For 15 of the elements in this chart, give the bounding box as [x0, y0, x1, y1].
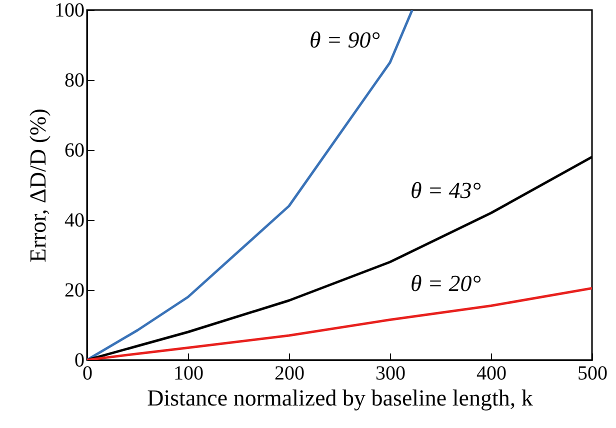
x-tick-label: 200: [274, 362, 304, 384]
y-tick-label: 60: [64, 140, 84, 162]
series-label: θ = 90°: [309, 28, 380, 52]
y-tick-label: 80: [64, 70, 84, 92]
x-axis-title: Distance normalized by baseline length, k: [147, 386, 534, 410]
y-tick-label: 100: [54, 0, 84, 22]
series-label: θ = 20°: [410, 270, 481, 296]
x-tick-label: 300: [376, 362, 406, 384]
x-tick-label: 500: [578, 362, 608, 384]
y-axis-title: Error, ΔD/D (%): [26, 108, 50, 262]
y-tick-label: 20: [64, 280, 84, 302]
x-tick-label: 100: [174, 362, 204, 384]
y-tick-label: 40: [64, 210, 84, 232]
x-tick-label: 400: [476, 362, 506, 384]
series-label: θ = 43°: [410, 178, 481, 203]
